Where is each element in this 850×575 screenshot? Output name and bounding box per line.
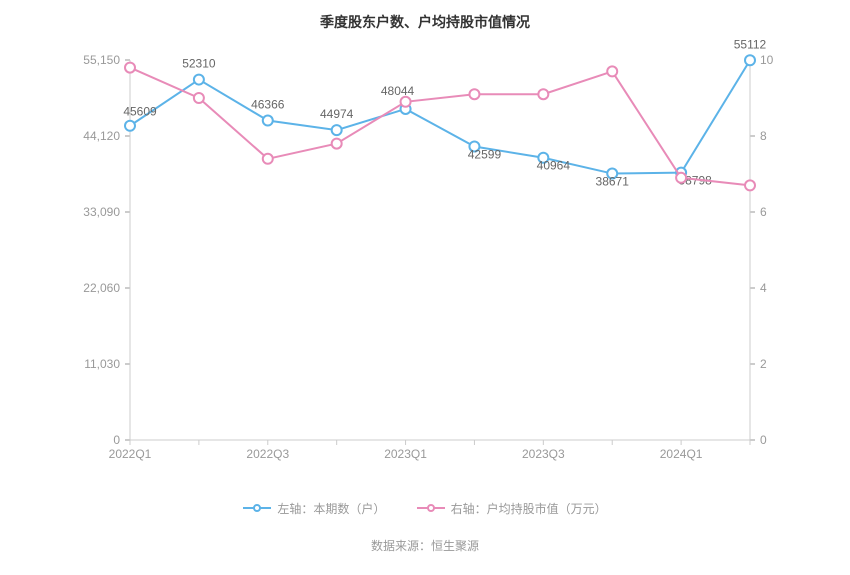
series-marker: [745, 55, 755, 65]
series-marker: [263, 154, 273, 164]
series-marker: [125, 121, 135, 131]
series-marker: [538, 89, 548, 99]
y-right-tick-label: 8: [760, 129, 767, 143]
data-label: 40964: [537, 159, 571, 173]
data-label: 48044: [381, 84, 415, 98]
data-label: 45609: [123, 105, 157, 119]
data-label: 46366: [251, 98, 285, 112]
x-tick-label: 2022Q1: [109, 447, 152, 461]
y-right-tick-label: 0: [760, 433, 767, 447]
series-line-1: [130, 68, 750, 186]
series-marker: [676, 173, 686, 183]
data-label: 42599: [468, 147, 502, 161]
y-left-tick-label: 0: [113, 433, 120, 447]
y-right-tick-label: 6: [760, 205, 767, 219]
series-marker: [194, 75, 204, 85]
y-right-tick-label: 10: [760, 53, 774, 67]
data-label: 52310: [182, 57, 216, 71]
legend-marker-left: [243, 502, 271, 514]
series-marker: [125, 63, 135, 73]
legend-marker-right: [417, 502, 445, 514]
chart-title: 季度股东户数、户均持股市值情况: [0, 0, 850, 40]
series-marker: [469, 89, 479, 99]
y-left-tick-label: 44,120: [83, 129, 120, 143]
x-tick-label: 2022Q3: [246, 447, 289, 461]
legend-item-right: 右轴：户均持股市值（万元）: [417, 500, 607, 517]
legend: 左轴：本期数（户） 右轴：户均持股市值（万元）: [0, 480, 850, 523]
data-label: 38671: [596, 175, 630, 189]
data-label: 44974: [320, 107, 354, 121]
series-marker: [745, 180, 755, 190]
y-left-tick-label: 33,090: [83, 205, 120, 219]
series-marker: [401, 97, 411, 107]
series-line-0: [130, 60, 750, 173]
series-marker: [263, 116, 273, 126]
series-marker: [607, 66, 617, 76]
series-marker: [332, 139, 342, 149]
source-label: 数据来源：恒生聚源: [0, 523, 850, 554]
legend-label-right: 右轴：户均持股市值（万元）: [451, 500, 607, 517]
data-label: 55112: [734, 40, 767, 51]
chart-svg: 0 11,030 22,060 33,090 44,120 55,150 0 2 4 6 8 10 20…: [0, 40, 850, 480]
legend-label-left: 左轴：本期数（户）: [277, 500, 385, 517]
y-right-tick-label: 4: [760, 281, 767, 295]
y-left-tick-label: 22,060: [83, 281, 120, 295]
y-right-tick-label: 2: [760, 357, 767, 371]
series-marker: [332, 125, 342, 135]
chart-plot-area: 0 11,030 22,060 33,090 44,120 55,150 0 2 4 6 8 10 20…: [0, 40, 850, 480]
y-left-tick-label: 11,030: [84, 357, 120, 371]
series-marker: [194, 93, 204, 103]
x-tick-label: 2023Q3: [522, 447, 565, 461]
x-tick-label: 2024Q1: [660, 447, 703, 461]
x-tick-label: 2023Q1: [384, 447, 427, 461]
legend-item-left: 左轴：本期数（户）: [243, 500, 385, 517]
y-left-tick-label: 55,150: [83, 53, 120, 67]
